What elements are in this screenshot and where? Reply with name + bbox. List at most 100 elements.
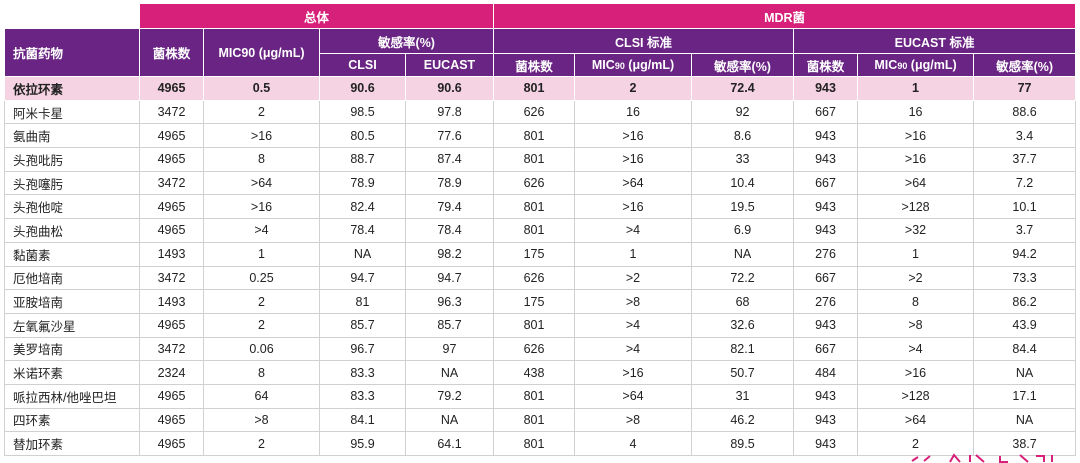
header-mdr-clsi-count: 菌株数 [493,53,576,77]
cell-mdr-eucast-rate: 17.1 [973,383,1077,409]
cell-mdr-eucast-rate: 86.2 [973,289,1077,314]
header-drug: 抗菌药物 [4,28,140,77]
cell-mdr-eucast-count: 943 [793,76,859,101]
cell-mic90: 2 [203,99,320,125]
header-mdr-eucast-mic90: MIC90 (μg/mL) [857,53,975,77]
cell-mdr-clsi-count: 801 [493,76,576,101]
cell-count: 4965 [139,383,204,409]
cell-mdr-eucast-count: 943 [793,147,859,172]
cell-drug: 米诺环素 [4,360,140,385]
table-row: 头孢他啶 4965 >16 82.4 79.4 801 >16 19.5 943 >128 10.1 [4,194,1077,220]
cell-mdr-clsi-mic90: 16 [574,99,693,125]
cell-mdr-clsi-rate: 46.2 [691,407,795,433]
cell-mic90: 64 [203,383,320,409]
cell-drug: 左氧氟沙星 [4,312,140,338]
header-susceptibility: 敏感率(%) [318,28,495,54]
cell-mic90: >64 [203,170,320,196]
cell-mdr-clsi-rate: 68 [691,289,795,314]
cell-drug: 美罗培南 [4,336,140,362]
cell-mdr-clsi-mic90: >64 [574,170,693,196]
cell-drug: 头孢曲松 [4,218,140,243]
cell-mic90: 8 [203,360,320,385]
cell-clsi: 82.4 [319,194,406,220]
cell-drug: 替加环素 [4,431,140,456]
cell-mdr-clsi-mic90: >4 [574,336,693,362]
header-mdr-eucast-rate: 敏感率(%) [973,53,1077,77]
mic-label: MIC [591,58,615,72]
cell-mic90: 0.06 [203,336,320,362]
header-count: 菌株数 [139,28,204,77]
header-mdr: MDR菌 [493,3,1077,29]
cell-mdr-clsi-count: 801 [493,194,576,220]
cell-mic90: 0.25 [203,265,320,291]
table-row: 氨曲南 4965 >16 80.5 77.6 801 >16 8.6 943 >16 3.4 [4,123,1077,149]
table-row: 米诺环素 2324 8 83.3 NA 438 >16 50.7 484 >16 NA [4,360,1077,385]
cell-count: 4965 [139,147,204,172]
cell-clsi: 78.9 [319,170,406,196]
cell-mdr-clsi-count: 175 [493,241,576,267]
cell-mdr-eucast-rate: 37.7 [973,147,1077,172]
cell-mdr-clsi-count: 801 [493,312,576,338]
cell-drug: 亚胺培南 [4,289,140,314]
cell-count: 4965 [139,431,204,456]
cell-mdr-eucast-rate: NA [973,360,1077,385]
header-mdr-eucast-count: 菌株数 [793,53,859,77]
cell-drug: 厄他培南 [4,265,140,291]
cell-clsi: 96.7 [319,336,406,362]
cell-mic90: 2 [203,289,320,314]
cell-count: 4965 [139,312,204,338]
table-row: 头孢曲松 4965 >4 78.4 78.4 801 >4 6.9 943 >32 3.7 [4,218,1077,243]
table-row: 厄他培南 3472 0.25 94.7 94.7 626 >2 72.2 667 >2 73.3 [4,265,1077,291]
cell-count: 4965 [139,218,204,243]
cell-drug: 头孢噻肟 [4,170,140,196]
cell-mic90: 0.5 [203,76,320,101]
cell-mdr-clsi-mic90: >8 [574,289,693,314]
cell-eucast: 64.1 [404,431,495,456]
cell-mdr-clsi-mic90: 4 [574,431,693,456]
cell-mdr-eucast-mic90: >64 [857,170,975,196]
mic-subscript: 90 [897,61,908,71]
cell-drug: 头孢吡肟 [4,147,140,172]
table-row: 四环素 4965 >8 84.1 NA 801 >8 46.2 943 >64 NA [4,407,1077,433]
cell-count: 3472 [139,265,204,291]
header-corner [4,3,140,29]
cell-eucast: 98.2 [404,241,495,267]
cell-count: 2324 [139,360,204,385]
cell-mdr-clsi-count: 801 [493,218,576,243]
header-clsi: CLSI [319,53,406,77]
cell-mdr-clsi-count: 801 [493,407,576,433]
header-row-1: 总体 MDR菌 [4,3,1077,29]
cell-mdr-eucast-rate: 94.2 [973,241,1077,267]
cell-mdr-eucast-rate: 77 [973,76,1077,101]
cell-clsi: 83.3 [319,360,406,385]
cell-mdr-eucast-mic90: >16 [857,360,975,385]
cell-clsi: 90.6 [319,76,406,101]
cell-eucast: NA [404,360,495,385]
header-overall: 总体 [138,3,495,29]
cell-mdr-eucast-rate: 3.7 [973,218,1077,243]
cell-mdr-clsi-count: 626 [493,170,576,196]
cell-mdr-eucast-mic90: 16 [857,99,975,125]
cell-mdr-clsi-mic90: >16 [574,147,693,172]
cell-mic90: >8 [203,407,320,433]
cell-mdr-clsi-mic90: >4 [574,218,693,243]
susceptibility-table: 总体 MDR菌 抗菌药物 菌株数 MIC90 (μg/mL) 敏感率(%) CL… [4,3,1077,456]
cell-mdr-clsi-count: 626 [493,265,576,291]
header-eucast-standard: EUCAST 标准 [793,28,1077,54]
cell-mdr-eucast-rate: NA [973,407,1077,433]
cell-count: 4965 [139,123,204,149]
header-mic90: MIC90 (μg/mL) [203,28,320,77]
table-row: 左氧氟沙星 4965 2 85.7 85.7 801 >4 32.6 943 >8 43.9 [4,312,1077,338]
cell-mdr-eucast-mic90: >128 [857,383,975,409]
cell-clsi: 88.7 [319,147,406,172]
cell-mic90: >4 [203,218,320,243]
cell-eucast: 79.4 [404,194,495,220]
cell-mdr-eucast-rate: 88.6 [973,99,1077,125]
cell-drug: 四环素 [4,407,140,433]
cell-mdr-clsi-rate: 31 [691,383,795,409]
mic-unit: (μg/mL) [907,58,957,72]
cell-drug: 头孢他啶 [4,194,140,220]
cell-mdr-clsi-mic90: 2 [574,76,693,101]
cell-mdr-clsi-rate: 10.4 [691,170,795,196]
cell-eucast: NA [404,407,495,433]
